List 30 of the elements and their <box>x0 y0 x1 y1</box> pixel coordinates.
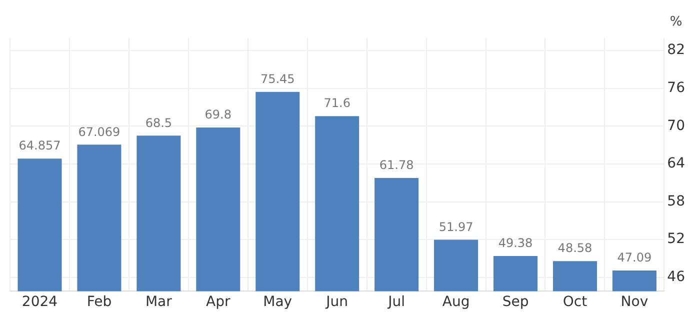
data-label: 69.8 <box>204 108 232 122</box>
data-label: 71.6 <box>324 96 350 110</box>
x-tick-label: Jun <box>325 294 348 310</box>
data-label: 51.97 <box>438 220 474 234</box>
data-label: 67.069 <box>78 124 120 139</box>
x-tick-label: Jul <box>387 294 406 310</box>
y-axis-title: % <box>670 14 682 30</box>
x-tick-label: May <box>263 294 292 310</box>
y-tick-label: 76 <box>667 80 686 96</box>
y-tick-label: 46 <box>667 268 686 285</box>
data-label: 48.58 <box>558 241 592 256</box>
data-label: 49.38 <box>498 236 533 250</box>
data-label: 61.78 <box>379 158 414 172</box>
y-tick-label: 64 <box>667 156 686 172</box>
data-label: 68.5 <box>145 116 172 130</box>
y-tick-label: 58 <box>667 193 686 210</box>
x-tick-label: Oct <box>562 294 588 310</box>
x-tick-label: Nov <box>620 294 648 310</box>
data-label: 64.857 <box>18 138 61 153</box>
data-label: 47.09 <box>617 250 652 265</box>
y-tick-label: 52 <box>667 231 686 248</box>
y-tick-label: 82 <box>667 42 686 58</box>
data-label: 75.45 <box>260 72 295 86</box>
x-tick-label: Aug <box>442 294 470 310</box>
y-tick-label: 70 <box>667 118 686 134</box>
x-tick-label: Sep <box>502 294 529 310</box>
x-tick-label: 2024 <box>22 294 58 310</box>
x-tick-label: Apr <box>206 294 230 310</box>
x-tick-label: Feb <box>86 294 112 310</box>
x-tick-label: Mar <box>145 294 172 310</box>
